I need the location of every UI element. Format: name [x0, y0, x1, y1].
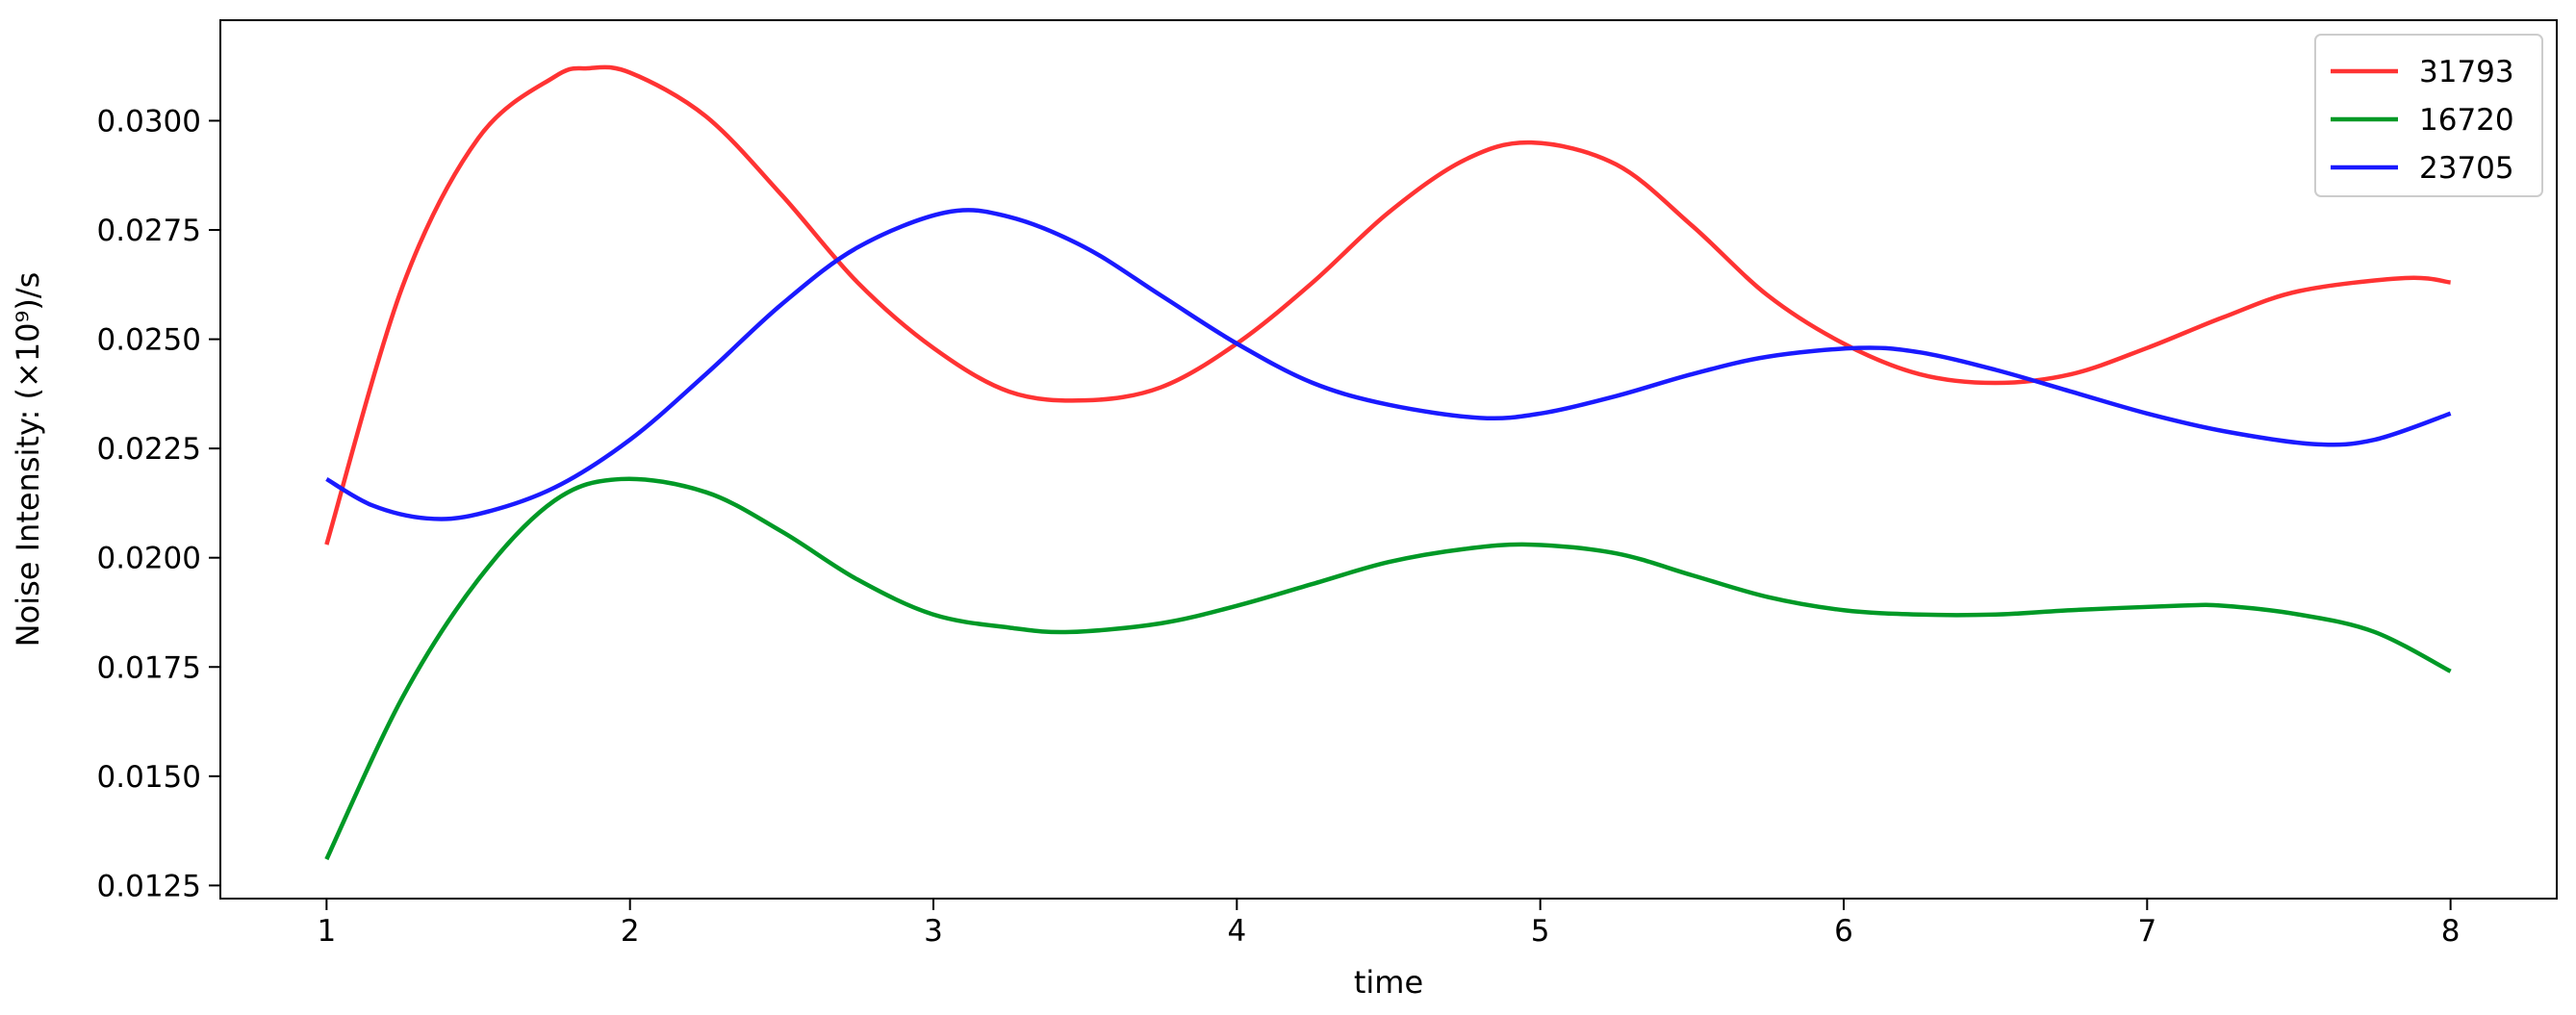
y-tick-label: 0.0175 [97, 650, 201, 685]
legend-label: 31793 [2419, 55, 2514, 89]
y-tick-label: 0.0125 [97, 869, 201, 903]
y-tick-label: 0.0200 [97, 542, 201, 576]
series-layer [324, 64, 2452, 861]
x-tick-label: 6 [1834, 914, 1853, 949]
series-line-31793 [324, 64, 2451, 546]
legend: 31793 16720 23705 [2314, 34, 2543, 197]
y-axis-label: Noise Intensity: (×10⁹)/s [10, 272, 46, 647]
y-tick-label: 0.0150 [97, 760, 201, 795]
series-line-23705 [325, 208, 2452, 521]
x-tick-label: 7 [2137, 914, 2156, 949]
x-tick-label: 2 [621, 914, 640, 949]
y-axis: 0.0125 0.0150 0.0175 0.0200 0.0225 0.0250 0.02… [97, 104, 220, 903]
y-tick-label: 0.0275 [97, 214, 201, 248]
y-tick-label: 0.0225 [97, 432, 201, 467]
x-axis: 1 2 3 4 5 6 7 8 [317, 899, 2461, 949]
x-tick-label: 8 [2441, 914, 2461, 949]
y-tick-label: 0.0300 [97, 104, 201, 139]
legend-label: 23705 [2419, 151, 2514, 186]
legend-label: 16720 [2419, 103, 2514, 138]
plot-frame [219, 19, 2558, 900]
x-tick-label: 5 [1531, 914, 1550, 949]
legend-box [2314, 34, 2543, 197]
series-line-16720 [324, 476, 2452, 861]
x-axis-label: time [1354, 964, 1423, 1001]
x-tick-label: 4 [1227, 914, 1246, 949]
y-tick-label: 0.0250 [97, 323, 201, 358]
x-tick-label: 3 [924, 914, 943, 949]
x-tick-label: 1 [317, 914, 336, 949]
